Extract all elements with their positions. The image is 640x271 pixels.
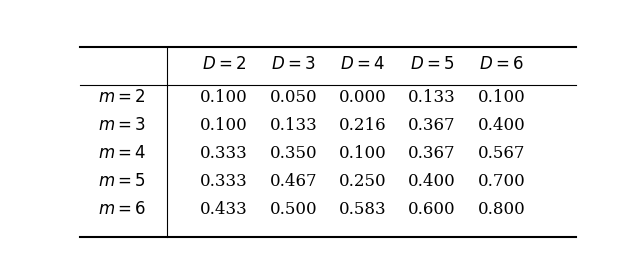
Text: $D = 5$: $D = 5$ [410,56,454,73]
Text: 0.600: 0.600 [408,201,456,218]
Text: 0.400: 0.400 [477,117,525,134]
Text: 0.467: 0.467 [269,173,317,190]
Text: 0.400: 0.400 [408,173,456,190]
Text: $D = 4$: $D = 4$ [340,56,385,73]
Text: 0.333: 0.333 [200,173,248,190]
Text: 0.500: 0.500 [269,201,317,218]
Text: $m = 4$: $m = 4$ [98,145,147,162]
Text: 0.350: 0.350 [269,145,317,162]
Text: 0.367: 0.367 [408,117,456,134]
Text: $m = 6$: $m = 6$ [98,201,146,218]
Text: $m = 3$: $m = 3$ [98,117,146,134]
Text: 0.133: 0.133 [269,117,317,134]
Text: 0.567: 0.567 [478,145,525,162]
Text: 0.433: 0.433 [200,201,248,218]
Text: 0.700: 0.700 [477,173,525,190]
Text: $m = 5$: $m = 5$ [99,173,146,190]
Text: 0.367: 0.367 [408,145,456,162]
Text: 0.133: 0.133 [408,89,456,106]
Text: 0.216: 0.216 [339,117,387,134]
Text: 0.100: 0.100 [477,89,525,106]
Text: 0.100: 0.100 [339,145,387,162]
Text: $m = 2$: $m = 2$ [99,89,146,106]
Text: 0.050: 0.050 [269,89,317,106]
Text: $D = 3$: $D = 3$ [271,56,316,73]
Text: 0.100: 0.100 [200,117,248,134]
Text: 0.583: 0.583 [339,201,387,218]
Text: 0.250: 0.250 [339,173,387,190]
Text: 0.000: 0.000 [339,89,387,106]
Text: $D = 2$: $D = 2$ [202,56,246,73]
Text: 0.100: 0.100 [200,89,248,106]
Text: 0.333: 0.333 [200,145,248,162]
Text: 0.800: 0.800 [477,201,525,218]
Text: $D = 6$: $D = 6$ [479,56,524,73]
